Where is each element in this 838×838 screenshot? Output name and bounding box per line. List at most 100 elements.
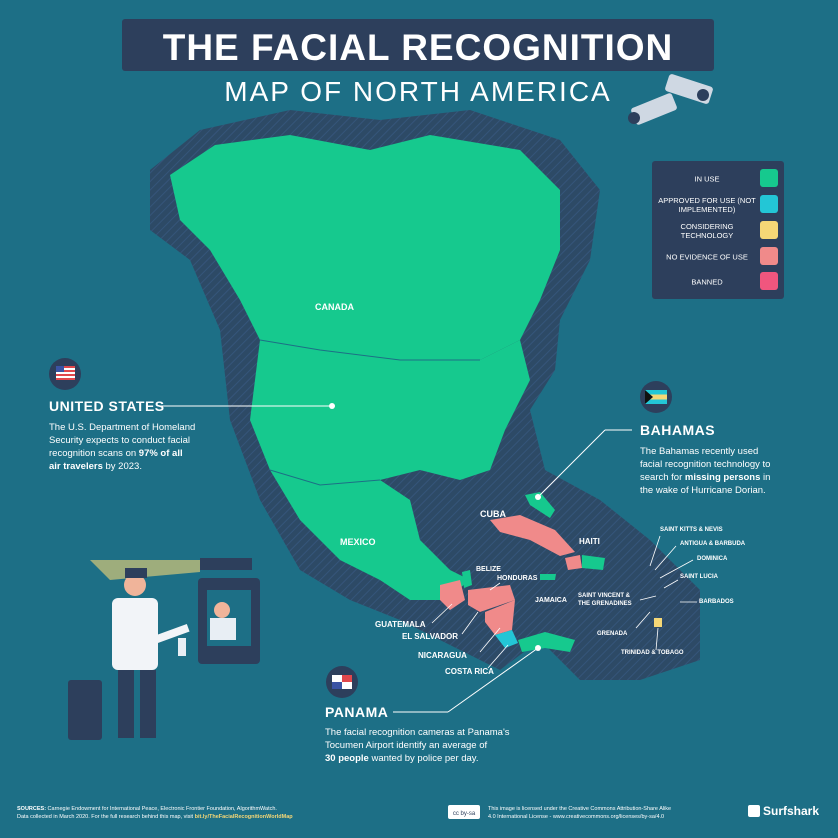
cuba-shape [490, 515, 575, 556]
sources-text: Data collected in March 2020. For the fu… [17, 814, 195, 820]
cc-badge-text: cc by-sa [453, 811, 476, 817]
label-guatemala: GUATEMALA [375, 620, 426, 629]
antigua-leader [654, 545, 677, 571]
honduras-shape [468, 585, 515, 612]
brand-name: Surfshark [763, 804, 820, 818]
us-text-line: recognition scans on 97% of all [49, 447, 209, 460]
panama-text-line: 30 people wanted by police per day. [325, 752, 535, 765]
salvador-leader [461, 611, 479, 635]
bahamas-text-part: in [760, 472, 771, 483]
panama-callout-heading: PANAMA [325, 704, 389, 720]
label-saint-vincent-1: SAINT VINCENT & [578, 593, 631, 599]
label-dominica: DOMINICA [697, 556, 728, 562]
label-saint-lucia: SAINT LUCIA [680, 574, 718, 580]
label-barbados: BARBADOS [699, 599, 734, 605]
bahamas-leader-line [537, 429, 606, 498]
bahamas-text-line: facial recognition technology to [640, 459, 771, 470]
traveler-illustration [68, 558, 260, 740]
legend-item-in-use: IN USE [652, 168, 784, 190]
legend-label: NO EVIDENCE OF USE [666, 252, 748, 262]
bahamas-text-line: search for missing persons in [640, 471, 810, 484]
panama-text-line: Tocumen Airport identify an average of [325, 740, 488, 751]
legend-item-no-evidence: NO EVIDENCE OF USE [652, 246, 784, 268]
legend-swatch [760, 195, 778, 213]
map-legend: IN USE APPROVED FOR USE (NOT IMPLEMENTED… [652, 161, 784, 299]
us-leader-dot [329, 403, 335, 409]
label-costa-rica: COSTA RICA [445, 667, 494, 676]
label-nicaragua: NICARAGUA [418, 651, 467, 660]
kitts-leader [649, 535, 661, 567]
legend-label: BANNED [691, 277, 723, 287]
bahamas-text-line: the wake of Hurricane Dorian. [640, 485, 766, 496]
label-jamaica: JAMAICA [535, 597, 567, 604]
guatemala-leader [431, 603, 453, 624]
legend-label: CONSIDERING TECHNOLOGY [680, 222, 734, 240]
us-text-bold: 97% of all [138, 448, 183, 459]
footer-license: This image is licensed under the Creativ… [488, 805, 738, 821]
sources-label: SOURCES: [17, 806, 47, 812]
label-grenada: GRENADA [597, 631, 628, 637]
page-subtitle: MAP OF NORTH AMERICA [224, 76, 612, 107]
us-flag-icon [49, 358, 81, 390]
legend-label: APPROVED FOR USE (NOT IMPLEMENTED) [658, 196, 756, 214]
dominican-shape [582, 555, 605, 570]
label-canada: CANADA [315, 302, 354, 312]
label-haiti: HAITI [579, 537, 600, 546]
guatemala-shape [440, 580, 465, 610]
research-link[interactable]: bit.ly/TheFacialRecognitionWorldMap [194, 814, 293, 820]
canada-shape [170, 135, 560, 360]
dominica-leader [659, 559, 694, 579]
bahamas-leader-dot [535, 494, 541, 500]
legend-item-banned: BANNED [652, 271, 784, 293]
panama-leader-line-2 [447, 647, 539, 713]
bahamas-shape [525, 492, 555, 518]
sources-line: SOURCES: Carnegie Endowment for Internat… [17, 805, 437, 813]
mexico-shape [270, 470, 470, 600]
label-trinidad: TRINIDAD & TOBAGO [621, 650, 684, 656]
us-text-line: air travelers by 2023. [49, 460, 209, 473]
label-honduras: HONDURAS [497, 575, 538, 582]
bahamas-text-line: The Bahamas recently used [640, 446, 759, 457]
nicaragua-shape [485, 600, 515, 635]
us-callout-text: The U.S. Department of Homeland Security… [49, 421, 209, 473]
bahamas-callout-text: The Bahamas recently used facial recogni… [640, 445, 810, 497]
surfshark-logo: Surfshark [748, 804, 819, 818]
jamaica-shape [540, 574, 556, 580]
us-text-part: by 2023. [102, 461, 142, 472]
honduras-leader [489, 582, 501, 591]
bahamas-text-bold: missing persons [684, 472, 761, 483]
bahamas-callout-heading: BAHAMAS [640, 422, 716, 438]
legend-swatch [760, 272, 778, 290]
surfshark-icon [748, 805, 760, 817]
panama-text-line: The facial recognition cameras at Panama… [325, 727, 510, 738]
label-el-salvador: EL SALVADOR [402, 632, 459, 641]
panama-callout-text: The facial recognition cameras at Panama… [325, 726, 535, 765]
us-canada-border [259, 339, 480, 361]
label-antigua: ANTIGUA & BARBUDA [680, 541, 746, 547]
us-text-part: recognition scans on [49, 448, 139, 459]
cctv-camera-icon [628, 74, 713, 125]
label-belize: BELIZE [476, 566, 501, 573]
us-text-bold: air travelers [49, 461, 103, 472]
vincent-leader [639, 595, 657, 601]
costarica-leader [487, 644, 509, 669]
label-saint-kitts: SAINT KITTS & NEVIS [660, 527, 723, 533]
usa-shape [250, 340, 530, 485]
us-mexico-border [269, 469, 381, 486]
legend-swatch [760, 221, 778, 239]
label-mexico: MEXICO [340, 537, 376, 547]
trinidad-shape [654, 618, 662, 627]
label-cuba: CUBA [480, 509, 506, 519]
license-line: This image is licensed under the Creativ… [488, 806, 672, 812]
panama-text-bold: 30 people [325, 753, 369, 764]
us-callout-heading: UNITED STATES [49, 398, 165, 414]
legend-swatch [760, 169, 778, 187]
grenada-leader [635, 611, 651, 629]
license-line: 4.0 International License - www.creative… [488, 814, 665, 820]
us-text-line: Security expects to conduct facial [49, 435, 190, 446]
label-saint-vincent-2: THE GRENADINES [578, 601, 632, 607]
title-banner: THE FACIAL RECOGNITION [122, 19, 714, 71]
panama-flag-icon [326, 666, 358, 698]
